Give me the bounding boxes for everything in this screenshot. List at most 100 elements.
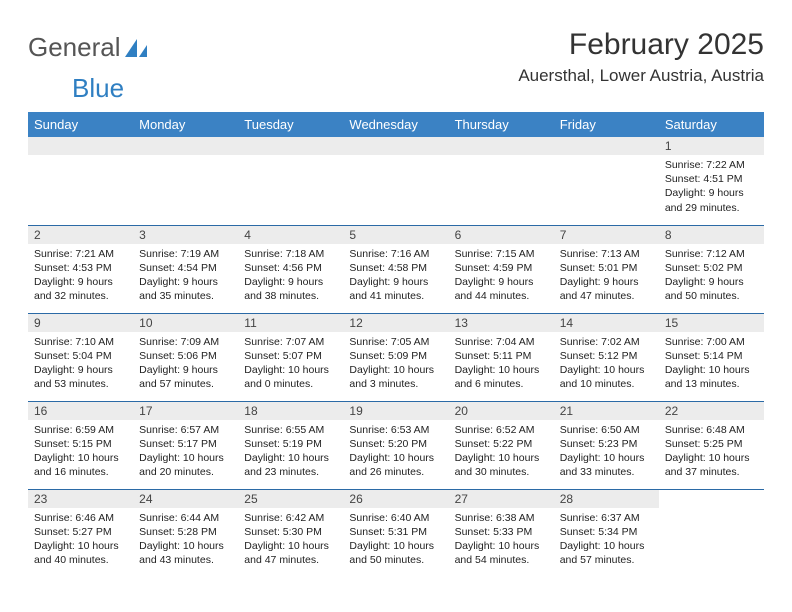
daylight-text-2: and 32 minutes. (34, 289, 127, 303)
sunrise-text: Sunrise: 6:53 AM (349, 423, 442, 437)
empty-daynum (238, 137, 343, 155)
calendar-body: 1Sunrise: 7:22 AMSunset: 4:51 PMDaylight… (28, 137, 764, 577)
daylight-text-2: and 26 minutes. (349, 465, 442, 479)
daylight-text-2: and 40 minutes. (34, 553, 127, 567)
daylight-text-1: Daylight: 9 hours (34, 275, 127, 289)
day-number: 9 (28, 314, 133, 332)
calendar-day-cell: 3Sunrise: 7:19 AMSunset: 4:54 PMDaylight… (133, 225, 238, 313)
calendar-day-cell: 28Sunrise: 6:37 AMSunset: 5:34 PMDayligh… (554, 489, 659, 577)
calendar-empty-cell (554, 137, 659, 225)
daylight-text-1: Daylight: 10 hours (349, 451, 442, 465)
day-number: 8 (659, 226, 764, 244)
day-content: Sunrise: 6:38 AMSunset: 5:33 PMDaylight:… (449, 508, 554, 572)
daylight-text-1: Daylight: 10 hours (34, 451, 127, 465)
daylight-text-1: Daylight: 10 hours (455, 451, 548, 465)
daylight-text-2: and 47 minutes. (244, 553, 337, 567)
daylight-text-1: Daylight: 10 hours (560, 539, 653, 553)
daylight-text-1: Daylight: 10 hours (455, 363, 548, 377)
calendar-day-cell: 26Sunrise: 6:40 AMSunset: 5:31 PMDayligh… (343, 489, 448, 577)
empty-daynum (343, 137, 448, 155)
day-content: Sunrise: 6:44 AMSunset: 5:28 PMDaylight:… (133, 508, 238, 572)
day-content: Sunrise: 7:00 AMSunset: 5:14 PMDaylight:… (659, 332, 764, 396)
day-number: 1 (659, 137, 764, 155)
daylight-text-2: and 57 minutes. (560, 553, 653, 567)
calendar-day-cell: 20Sunrise: 6:52 AMSunset: 5:22 PMDayligh… (449, 401, 554, 489)
calendar-day-cell: 9Sunrise: 7:10 AMSunset: 5:04 PMDaylight… (28, 313, 133, 401)
calendar-day-cell: 11Sunrise: 7:07 AMSunset: 5:07 PMDayligh… (238, 313, 343, 401)
day-content: Sunrise: 6:40 AMSunset: 5:31 PMDaylight:… (343, 508, 448, 572)
calendar-day-cell: 24Sunrise: 6:44 AMSunset: 5:28 PMDayligh… (133, 489, 238, 577)
sunrise-text: Sunrise: 6:46 AM (34, 511, 127, 525)
daylight-text-1: Daylight: 9 hours (665, 275, 758, 289)
day-number: 2 (28, 226, 133, 244)
day-content: Sunrise: 6:48 AMSunset: 5:25 PMDaylight:… (659, 420, 764, 484)
day-number: 19 (343, 402, 448, 420)
day-number: 26 (343, 490, 448, 508)
sunrise-text: Sunrise: 6:57 AM (139, 423, 232, 437)
day-content: Sunrise: 7:21 AMSunset: 4:53 PMDaylight:… (28, 244, 133, 308)
daylight-text-2: and 41 minutes. (349, 289, 442, 303)
day-content: Sunrise: 6:53 AMSunset: 5:20 PMDaylight:… (343, 420, 448, 484)
sunrise-text: Sunrise: 6:42 AM (244, 511, 337, 525)
sunrise-text: Sunrise: 7:00 AM (665, 335, 758, 349)
day-content: Sunrise: 6:42 AMSunset: 5:30 PMDaylight:… (238, 508, 343, 572)
day-number: 21 (554, 402, 659, 420)
daylight-text-1: Daylight: 10 hours (455, 539, 548, 553)
day-content: Sunrise: 7:04 AMSunset: 5:11 PMDaylight:… (449, 332, 554, 396)
daylight-text-2: and 50 minutes. (349, 553, 442, 567)
daylight-text-2: and 10 minutes. (560, 377, 653, 391)
sunset-text: Sunset: 5:06 PM (139, 349, 232, 363)
calendar-day-cell: 1Sunrise: 7:22 AMSunset: 4:51 PMDaylight… (659, 137, 764, 225)
daylight-text-1: Daylight: 9 hours (665, 186, 758, 200)
calendar-day-cell: 6Sunrise: 7:15 AMSunset: 4:59 PMDaylight… (449, 225, 554, 313)
logo: General (28, 28, 149, 63)
day-number: 10 (133, 314, 238, 332)
sunrise-text: Sunrise: 7:04 AM (455, 335, 548, 349)
calendar-empty-cell (659, 489, 764, 577)
sunset-text: Sunset: 5:34 PM (560, 525, 653, 539)
daylight-text-2: and 6 minutes. (455, 377, 548, 391)
calendar-week-row: 9Sunrise: 7:10 AMSunset: 5:04 PMDaylight… (28, 313, 764, 401)
day-number: 22 (659, 402, 764, 420)
sunset-text: Sunset: 5:25 PM (665, 437, 758, 451)
day-number: 16 (28, 402, 133, 420)
daylight-text-2: and 35 minutes. (139, 289, 232, 303)
daylight-text-2: and 43 minutes. (139, 553, 232, 567)
sunset-text: Sunset: 4:51 PM (665, 172, 758, 186)
sunset-text: Sunset: 5:01 PM (560, 261, 653, 275)
calendar-day-cell: 14Sunrise: 7:02 AMSunset: 5:12 PMDayligh… (554, 313, 659, 401)
sunrise-text: Sunrise: 7:13 AM (560, 247, 653, 261)
sunset-text: Sunset: 5:15 PM (34, 437, 127, 451)
day-number: 17 (133, 402, 238, 420)
day-content: Sunrise: 6:46 AMSunset: 5:27 PMDaylight:… (28, 508, 133, 572)
sunset-text: Sunset: 5:28 PM (139, 525, 232, 539)
calendar-day-cell: 18Sunrise: 6:55 AMSunset: 5:19 PMDayligh… (238, 401, 343, 489)
calendar-day-cell: 27Sunrise: 6:38 AMSunset: 5:33 PMDayligh… (449, 489, 554, 577)
day-number: 4 (238, 226, 343, 244)
empty-daynum (133, 137, 238, 155)
calendar-day-cell: 4Sunrise: 7:18 AMSunset: 4:56 PMDaylight… (238, 225, 343, 313)
logo-text-general: General (28, 32, 121, 63)
sunrise-text: Sunrise: 6:48 AM (665, 423, 758, 437)
calendar-empty-cell (343, 137, 448, 225)
calendar-empty-cell (133, 137, 238, 225)
weekday-header: Saturday (659, 112, 764, 137)
daylight-text-1: Daylight: 10 hours (665, 363, 758, 377)
daylight-text-1: Daylight: 9 hours (244, 275, 337, 289)
day-number: 12 (343, 314, 448, 332)
calendar-week-row: 2Sunrise: 7:21 AMSunset: 4:53 PMDaylight… (28, 225, 764, 313)
day-content: Sunrise: 7:10 AMSunset: 5:04 PMDaylight:… (28, 332, 133, 396)
day-number: 20 (449, 402, 554, 420)
daylight-text-2: and 0 minutes. (244, 377, 337, 391)
sunrise-text: Sunrise: 7:15 AM (455, 247, 548, 261)
sunset-text: Sunset: 5:27 PM (34, 525, 127, 539)
day-content: Sunrise: 7:09 AMSunset: 5:06 PMDaylight:… (133, 332, 238, 396)
sunset-text: Sunset: 5:23 PM (560, 437, 653, 451)
calendar-day-cell: 7Sunrise: 7:13 AMSunset: 5:01 PMDaylight… (554, 225, 659, 313)
daylight-text-1: Daylight: 9 hours (455, 275, 548, 289)
daylight-text-1: Daylight: 10 hours (244, 539, 337, 553)
daylight-text-2: and 3 minutes. (349, 377, 442, 391)
title-block: February 2025 Auersthal, Lower Austria, … (518, 28, 764, 86)
sunset-text: Sunset: 5:11 PM (455, 349, 548, 363)
day-content: Sunrise: 6:57 AMSunset: 5:17 PMDaylight:… (133, 420, 238, 484)
